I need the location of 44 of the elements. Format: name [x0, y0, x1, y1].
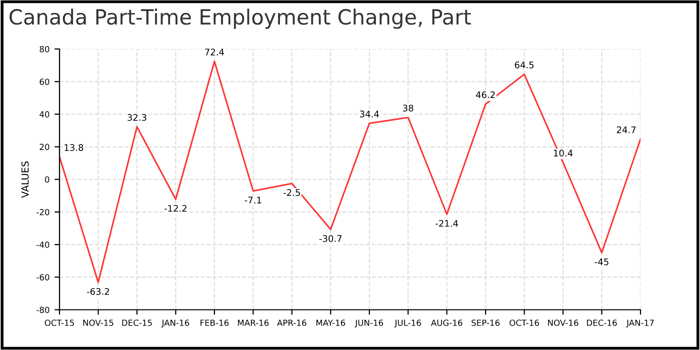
x-tick-label: OCT-15	[44, 320, 74, 326]
x-tick-label: DEC-15	[122, 320, 152, 326]
x-tick-label: JUN-16	[354, 320, 384, 328]
x-tick-label: JAN-17	[626, 320, 654, 328]
x-tick-label: JUL-16	[394, 320, 421, 328]
x-tick-label: FEB-16	[200, 320, 229, 326]
data-label: -63.2	[86, 288, 110, 295]
data-label: 13.8	[64, 144, 84, 151]
data-label: 10.4	[554, 150, 573, 157]
data-label: 72.4	[205, 48, 224, 56]
data-label: -2.5	[284, 189, 300, 196]
x-tick-label: MAR-16	[238, 320, 269, 326]
line-series	[60, 60, 640, 284]
data-label: -21.4	[436, 220, 458, 227]
chart-title: Canada Part-Time Employment Change, Part	[10, 8, 471, 29]
data-label: 38	[403, 104, 414, 112]
x-tick-label: NOV-16	[548, 320, 578, 326]
data-label: 46.2	[476, 91, 495, 98]
x-tick-label: MAY-16	[316, 320, 346, 326]
data-label: 34.4	[360, 110, 379, 118]
data-label: 32.3	[128, 114, 146, 121]
x-tick-label: JAN-16	[161, 320, 190, 328]
y-tick-label: 0	[45, 176, 50, 183]
data-label: 24.7	[616, 126, 636, 134]
x-tick-label: NOV-15	[83, 320, 114, 326]
y-tick-label: -40	[36, 242, 50, 248]
y-tick-label: 40	[40, 111, 50, 118]
x-tick-label: OCT-16	[510, 320, 539, 326]
x-tick-label: AUG-16	[430, 320, 462, 326]
y-axis-title: VALUES	[21, 161, 29, 198]
y-tick-label: -60	[36, 274, 50, 280]
x-tick-label: APR-16	[277, 320, 306, 326]
x-tick-label: SEP-16	[472, 320, 500, 326]
y-tick-label: 20	[40, 144, 50, 150]
data-label: 64.5	[514, 62, 534, 68]
x-tick-label: DEC-16	[587, 320, 617, 326]
y-tick-label: -20	[36, 208, 50, 216]
data-label: -12.2	[164, 204, 186, 212]
y-tick-label: 80	[40, 46, 50, 52]
data-label: -45	[594, 258, 608, 266]
data-label: -7.1	[244, 196, 262, 204]
y-tick-label: -80	[36, 306, 50, 314]
y-tick-label: 60	[40, 78, 50, 85]
data-label: -30.7	[319, 235, 342, 242]
